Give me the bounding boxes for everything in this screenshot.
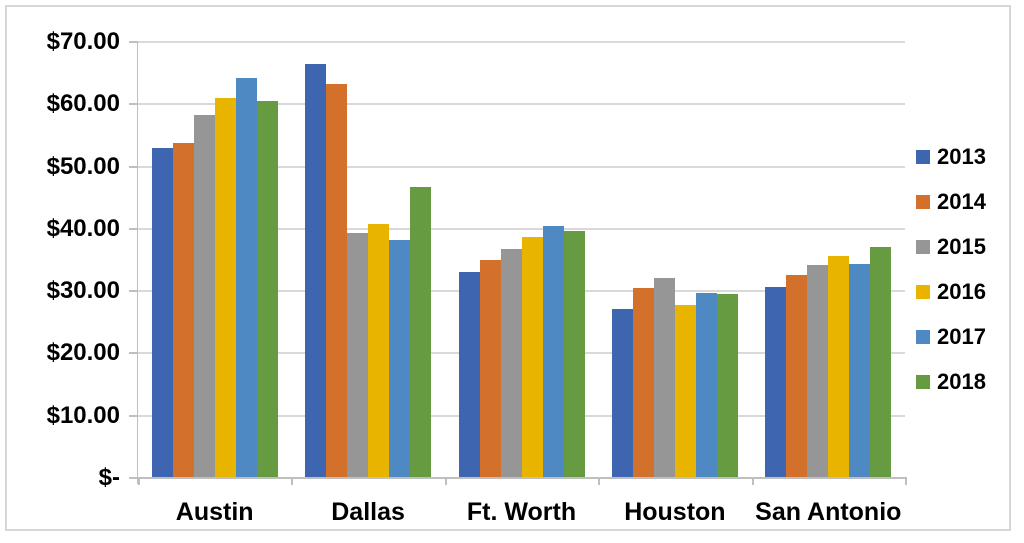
bar-2016-dallas [368, 223, 390, 478]
bar-2018-ft-worth [563, 231, 585, 478]
legend-label-2018: 2018 [937, 368, 986, 394]
y-axis-tick-20 [129, 352, 138, 355]
bar-2013-dallas [305, 63, 327, 478]
y-axis-tick-label: $50.00 [46, 152, 120, 180]
x-axis-line [138, 477, 907, 479]
legend-label-2016: 2016 [937, 278, 986, 304]
bar-2014-san-antonio [786, 274, 808, 478]
legend-item-2018: 2018 [916, 359, 986, 404]
legend-label-2017: 2017 [937, 323, 986, 349]
legend-item-2016: 2016 [916, 269, 986, 314]
bar-2014-ft-worth [479, 260, 501, 478]
bar-2013-austin [151, 147, 173, 478]
y-axis-tick-60 [129, 103, 138, 106]
x-axis-tick [598, 478, 601, 485]
legend-label-2013: 2013 [937, 143, 986, 169]
bar-2017-houston [695, 293, 717, 478]
x-axis-tick [751, 478, 754, 485]
legend-swatch-2016 [916, 284, 930, 299]
x-axis-tick [291, 478, 294, 485]
y-axis-tick-30 [129, 290, 138, 293]
y-axis-tick-label: $10.00 [46, 401, 120, 429]
y-axis-tick-label: $70.00 [46, 28, 120, 55]
bar-2015-houston [653, 278, 675, 478]
y-axis-tick-50 [129, 165, 138, 168]
gridline-50 [138, 165, 905, 168]
bar-2018-dallas [410, 187, 432, 478]
gridline-60 [138, 103, 905, 106]
bar-2017-ft-worth [542, 226, 564, 478]
bar-2013-san-antonio [765, 287, 787, 478]
bar-2016-houston [674, 304, 696, 478]
chart-legend: 2013 2014 2015 2016 2017 2018 [916, 134, 986, 404]
y-axis-tick-label: $40.00 [46, 214, 120, 242]
x-axis-tick [138, 478, 140, 485]
bar-2017-san-antonio [849, 264, 871, 478]
legend-item-2014: 2014 [916, 179, 986, 224]
y-axis-line [136, 42, 138, 484]
y-axis-tick-label: $30.00 [46, 277, 120, 305]
bar-2013-ft-worth [458, 271, 480, 478]
y-axis-tick-label: $20.00 [46, 339, 120, 367]
bar-2016-austin [214, 98, 236, 478]
legend-item-2013: 2013 [916, 134, 986, 179]
category-label-dallas: Dallas [331, 498, 405, 526]
legend-label-2014: 2014 [937, 188, 986, 214]
bar-2013-houston [611, 309, 633, 478]
legend-swatch-2014 [916, 194, 930, 209]
y-axis-tick-label: $60.00 [46, 90, 120, 118]
bar-2017-dallas [389, 240, 411, 478]
category-label-ft-worth: Ft. Worth [466, 498, 577, 526]
bar-2014-austin [172, 142, 194, 478]
bar-2015-dallas [347, 233, 369, 478]
legend-swatch-2018 [916, 374, 930, 389]
bar-2014-dallas [326, 84, 348, 478]
category-label-austin: Austin [175, 498, 254, 526]
y-axis-tick-label: $- [98, 464, 120, 491]
gridline-70 [138, 41, 905, 43]
legend-label-2015: 2015 [937, 233, 986, 259]
y-axis-tick-70 [129, 41, 138, 43]
bar-2016-san-antonio [828, 256, 850, 478]
bar-2015-ft-worth [500, 248, 522, 478]
bar-2015-austin [193, 115, 215, 478]
bar-2018-austin [256, 100, 278, 478]
legend-swatch-2013 [916, 149, 930, 164]
legend-item-2017: 2017 [916, 314, 986, 359]
bar-2017-austin [235, 77, 257, 478]
x-axis-tick [905, 478, 907, 485]
legend-swatch-2015 [916, 239, 930, 254]
gridline-40 [138, 227, 905, 230]
category-label-san-antonio: San Antonio [755, 498, 902, 526]
bar-2018-san-antonio [870, 246, 892, 478]
category-label-houston: Houston [624, 498, 726, 526]
y-axis-tick-40 [129, 227, 138, 230]
x-axis-tick [444, 478, 447, 485]
bar-2016-ft-worth [521, 236, 543, 478]
bar-2018-houston [716, 294, 738, 478]
y-axis-tick-10 [129, 414, 138, 417]
bar-2015-san-antonio [807, 264, 829, 478]
legend-item-2015: 2015 [916, 224, 986, 269]
y-axis-tick-0 [129, 477, 138, 479]
bar-2014-houston [632, 288, 654, 478]
legend-swatch-2017 [916, 329, 930, 344]
